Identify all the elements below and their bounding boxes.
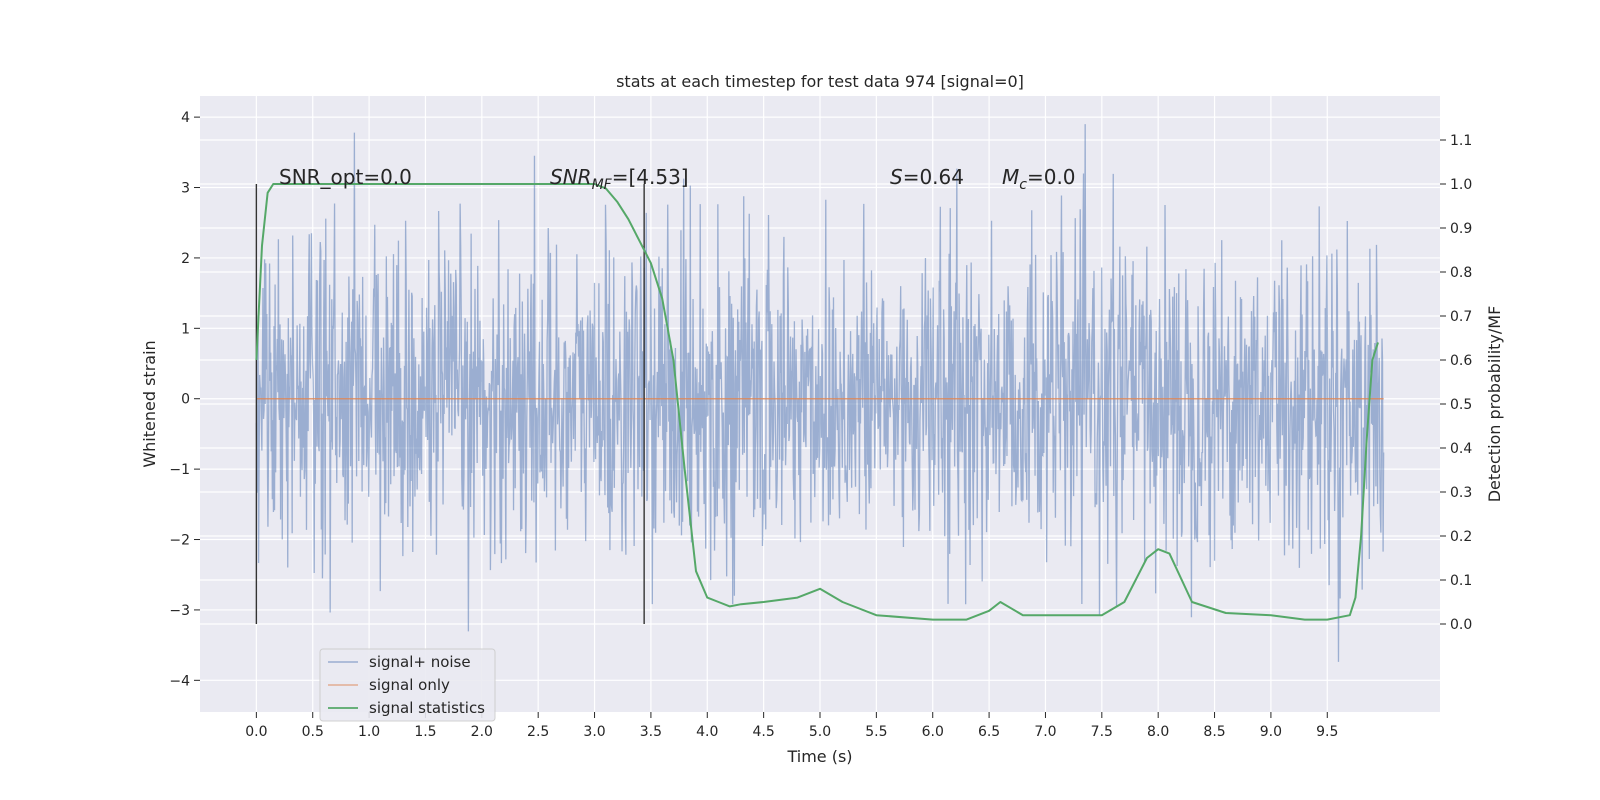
x-tick-label: 8.0 bbox=[1147, 724, 1169, 740]
y-tick-label: −2 bbox=[169, 533, 190, 549]
x-tick-label: 7.5 bbox=[1091, 724, 1113, 740]
x-tick-label: 6.0 bbox=[922, 724, 944, 740]
x-tick-label: 1.0 bbox=[358, 724, 380, 740]
series-signal-statistics bbox=[255, 183, 1379, 621]
x-tick-label: 9.5 bbox=[1316, 724, 1338, 740]
legend-label-signal-only: signal only bbox=[369, 676, 450, 694]
legend: signal+ noise signal only signal statist… bbox=[319, 648, 496, 722]
y2-tick-label: 0.3 bbox=[1450, 485, 1472, 501]
x-tick-label: 0.5 bbox=[302, 724, 324, 740]
y2-tick-label: 0.1 bbox=[1450, 573, 1472, 589]
x-tick-label: 3.5 bbox=[640, 724, 662, 740]
y2-tick-label: 0.4 bbox=[1450, 441, 1472, 457]
y-tick-label: −3 bbox=[169, 603, 190, 619]
x-tick-label: 5.0 bbox=[809, 724, 831, 740]
y2-tick-label: 0.6 bbox=[1450, 353, 1472, 369]
x-axis-label: Time (s) bbox=[786, 747, 852, 766]
y-tick-label: 4 bbox=[181, 110, 190, 126]
y2-axis-label: Detection probability/MF bbox=[1485, 306, 1504, 503]
legend-box bbox=[319, 648, 496, 722]
annotation-snr-opt: SNR_opt=0.0 bbox=[279, 165, 412, 189]
x-tick-label: 4.5 bbox=[753, 724, 775, 740]
x-tick-label: 2.0 bbox=[471, 724, 493, 740]
annotation-mc: Mc=0.0 bbox=[1002, 165, 1076, 193]
x-tick-label: 8.5 bbox=[1203, 724, 1225, 740]
x-tick-label: 9.0 bbox=[1260, 724, 1282, 740]
annotation-s: S=0.64 bbox=[890, 165, 964, 189]
plot-area bbox=[255, 124, 1385, 662]
y-axis-label: Whitened strain bbox=[140, 340, 159, 467]
y2-tick-label: 1.1 bbox=[1450, 133, 1472, 149]
axes: 0.0 0.5 1.0 1.5 2.0 2.5 3.0 3.5 4.0 4.5 5.0 5.5 6.0 6… bbox=[169, 110, 1472, 740]
series-signal-noise bbox=[255, 124, 1385, 662]
y2-tick-label: 0.7 bbox=[1450, 309, 1472, 325]
y2-tick-label: 1.0 bbox=[1450, 177, 1472, 193]
y-tick-label: 1 bbox=[181, 321, 190, 337]
y2-tick-label: 0.0 bbox=[1450, 617, 1472, 633]
y2-tick-label: 0.9 bbox=[1450, 221, 1472, 237]
x-tick-label: 5.5 bbox=[865, 724, 887, 740]
y2-tick-label: 0.5 bbox=[1450, 397, 1472, 413]
annotations: SNR_opt=0.0 SNRMF=[4.53] S=0.64 Mc=0.0 bbox=[279, 165, 1076, 193]
x-tick-label: 6.5 bbox=[978, 724, 1000, 740]
legend-label-signal-statistics: signal statistics bbox=[369, 699, 485, 717]
x-tick-label: 2.5 bbox=[527, 724, 549, 740]
y-tick-label: 3 bbox=[181, 181, 190, 197]
annotation-snr-mf: SNRMF=[4.53] bbox=[550, 165, 689, 193]
y2-tick-label: 0.2 bbox=[1450, 529, 1472, 545]
x-tick-label: 0.0 bbox=[245, 724, 267, 740]
y-tick-label: 0 bbox=[181, 392, 190, 408]
y2-tick-label: 0.8 bbox=[1450, 265, 1472, 281]
legend-label-signal-noise: signal+ noise bbox=[369, 653, 471, 671]
y-tick-label: 2 bbox=[181, 251, 190, 267]
x-tick-label: 3.0 bbox=[583, 724, 605, 740]
y-tick-label: −4 bbox=[169, 673, 190, 689]
x-tick-label: 4.0 bbox=[696, 724, 718, 740]
y-tick-label: −1 bbox=[169, 462, 190, 478]
chart-title: stats at each timestep for test data 974… bbox=[616, 72, 1024, 91]
x-tick-label: 7.0 bbox=[1034, 724, 1056, 740]
x-tick-label: 1.5 bbox=[414, 724, 436, 740]
